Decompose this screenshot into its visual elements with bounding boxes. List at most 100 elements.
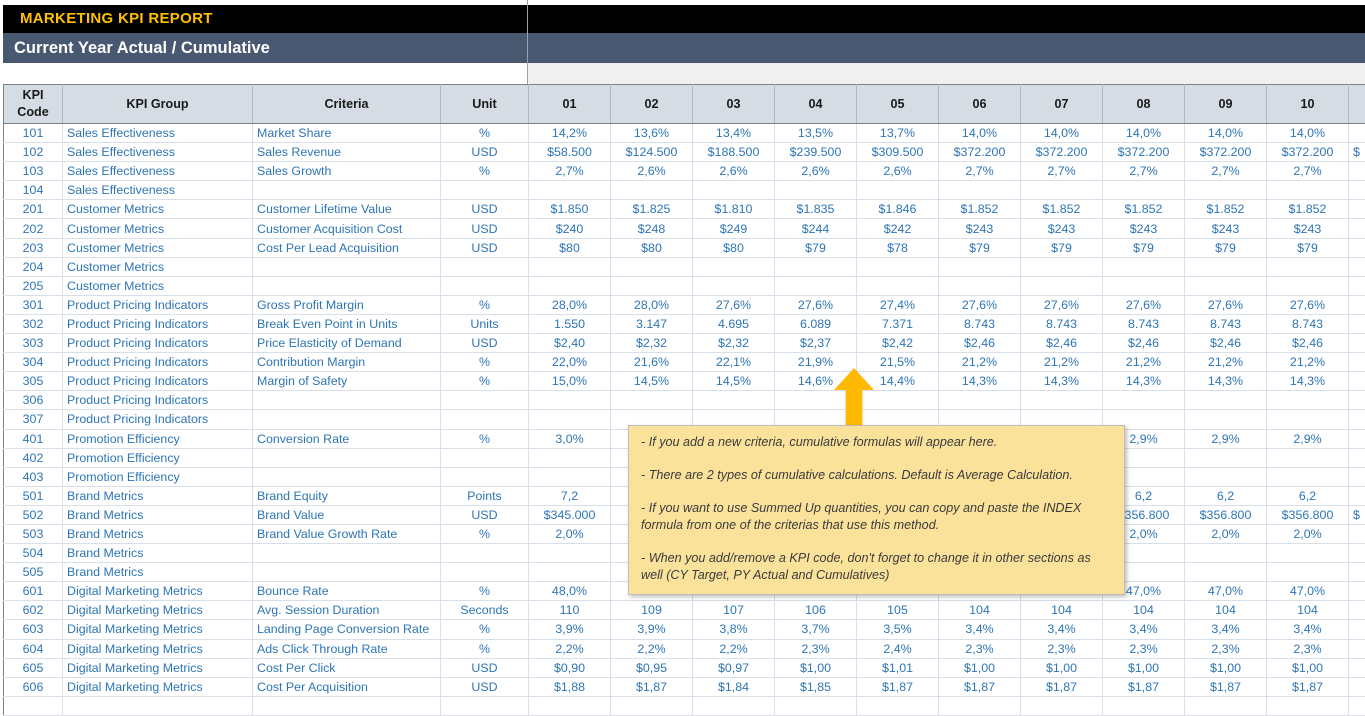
col-header-criteria[interactable]: Criteria	[253, 85, 441, 124]
cell-value[interactable]: 22,1%	[693, 353, 775, 372]
cell-value[interactable]: $1,00	[1267, 658, 1349, 677]
cell-kpi-code[interactable]: 202	[4, 219, 63, 238]
cell-value[interactable]: 14,3%	[1103, 372, 1185, 391]
cell-value[interactable]: 14,5%	[611, 372, 693, 391]
cell-value[interactable]: 3,7%	[775, 620, 857, 639]
cell-value[interactable]	[611, 257, 693, 276]
cell-unit[interactable]	[441, 544, 529, 563]
cell-value[interactable]	[611, 276, 693, 295]
cell-value[interactable]	[775, 181, 857, 200]
cell-kpi-code[interactable]: 205	[4, 276, 63, 295]
cell-value[interactable]: 27,6%	[939, 295, 1021, 314]
cell-value[interactable]	[529, 410, 611, 429]
cell-value[interactable]: 3,4%	[1103, 620, 1185, 639]
cell-unit[interactable]: Units	[441, 314, 529, 333]
cell-value[interactable]: 3,9%	[529, 620, 611, 639]
cell-value[interactable]: 14,0%	[1103, 124, 1185, 143]
cell-value[interactable]: 2,3%	[1021, 639, 1103, 658]
cell-value[interactable]	[1021, 696, 1103, 715]
cell-kpi-group[interactable]: Sales Effectiveness	[63, 124, 253, 143]
cell-value-clipped[interactable]	[1349, 582, 1365, 601]
cell-value[interactable]: 2,2%	[611, 639, 693, 658]
cell-value[interactable]: 3,4%	[1021, 620, 1103, 639]
cell-value[interactable]: $239.500	[775, 143, 857, 162]
cell-value[interactable]: 21,2%	[939, 353, 1021, 372]
cell-value-clipped[interactable]	[1349, 677, 1365, 696]
cell-value[interactable]: 21,5%	[857, 353, 939, 372]
cell-value[interactable]: 2,7%	[1103, 162, 1185, 181]
cell-value[interactable]: 13,7%	[857, 124, 939, 143]
cell-criteria[interactable]: Brand Equity	[253, 486, 441, 505]
cell-value-clipped[interactable]	[1349, 658, 1365, 677]
cell-value[interactable]: $1,00	[1185, 658, 1267, 677]
cell-criteria[interactable]: Cost Per Click	[253, 658, 441, 677]
cell-value[interactable]	[939, 391, 1021, 410]
cell-value[interactable]: 3,4%	[1267, 620, 1349, 639]
cell-value[interactable]: 2,2%	[529, 639, 611, 658]
cell-unit[interactable]	[441, 448, 529, 467]
cell-value-clipped[interactable]	[1349, 486, 1365, 505]
cell-criteria[interactable]: Landing Page Conversion Rate	[253, 620, 441, 639]
cell-value[interactable]: 105	[857, 601, 939, 620]
cell-value[interactable]: $78	[857, 238, 939, 257]
cell-value[interactable]: 1.550	[529, 314, 611, 333]
cell-value[interactable]	[693, 257, 775, 276]
col-header-month-clipped[interactable]	[1349, 85, 1365, 124]
cell-value[interactable]: $80	[529, 238, 611, 257]
cell-value[interactable]	[529, 563, 611, 582]
cell-value[interactable]: 21,2%	[1267, 353, 1349, 372]
cell-value[interactable]: $243	[1185, 219, 1267, 238]
cell-kpi-code[interactable]: 503	[4, 524, 63, 543]
cell-value[interactable]: 7.371	[857, 314, 939, 333]
cell-value[interactable]: 6,2	[1185, 486, 1267, 505]
cell-criteria[interactable]	[253, 448, 441, 467]
cell-value[interactable]: 13,5%	[775, 124, 857, 143]
cell-unit[interactable]: %	[441, 524, 529, 543]
cell-kpi-code[interactable]: 505	[4, 563, 63, 582]
cell-value[interactable]	[857, 696, 939, 715]
cell-value-clipped[interactable]	[1349, 391, 1365, 410]
cell-kpi-group[interactable]: Digital Marketing Metrics	[63, 677, 253, 696]
cell-value[interactable]	[1103, 276, 1185, 295]
cell-kpi-code[interactable]: 606	[4, 677, 63, 696]
cell-criteria[interactable]	[253, 391, 441, 410]
cell-value[interactable]	[693, 391, 775, 410]
cell-value[interactable]: 14,0%	[1185, 124, 1267, 143]
cell-value[interactable]	[529, 391, 611, 410]
cell-value[interactable]: 110	[529, 601, 611, 620]
cell-value[interactable]: 2,6%	[775, 162, 857, 181]
cell-value[interactable]: $1,01	[857, 658, 939, 677]
cell-value[interactable]: $79	[1267, 238, 1349, 257]
cell-kpi-group[interactable]: Product Pricing Indicators	[63, 314, 253, 333]
cell-kpi-code[interactable]: 203	[4, 238, 63, 257]
cell-value[interactable]: 2,4%	[857, 639, 939, 658]
cell-value[interactable]	[1185, 276, 1267, 295]
cell-value[interactable]: 2,3%	[1103, 639, 1185, 658]
cell-kpi-code[interactable]: 601	[4, 582, 63, 601]
col-header-month[interactable]: 09	[1185, 85, 1267, 124]
cell-kpi-group[interactable]: Product Pricing Indicators	[63, 295, 253, 314]
cell-value[interactable]	[939, 276, 1021, 295]
cell-value[interactable]: 28,0%	[529, 295, 611, 314]
cell-value[interactable]	[939, 257, 1021, 276]
cell-value[interactable]: 8.743	[1103, 314, 1185, 333]
cell-value[interactable]: $1.835	[775, 200, 857, 219]
cell-kpi-group[interactable]: Brand Metrics	[63, 486, 253, 505]
cell-value[interactable]: $243	[939, 219, 1021, 238]
cell-unit[interactable]	[441, 563, 529, 582]
cell-value[interactable]: 2,7%	[529, 162, 611, 181]
cell-criteria[interactable]	[253, 257, 441, 276]
cell-value[interactable]: $309.500	[857, 143, 939, 162]
cell-value[interactable]	[1185, 563, 1267, 582]
cell-value-clipped[interactable]	[1349, 639, 1365, 658]
cell-value-clipped[interactable]	[1349, 524, 1365, 543]
cell-unit[interactable]: %	[441, 372, 529, 391]
cell-value[interactable]: 47,0%	[1267, 582, 1349, 601]
cell-value[interactable]: $1.852	[1267, 200, 1349, 219]
cell-value[interactable]: $79	[1021, 238, 1103, 257]
cell-kpi-code[interactable]: 306	[4, 391, 63, 410]
cell-unit[interactable]	[441, 467, 529, 486]
cell-value[interactable]	[1267, 544, 1349, 563]
cell-value[interactable]: $243	[1267, 219, 1349, 238]
cell-value[interactable]: 14,3%	[1185, 372, 1267, 391]
